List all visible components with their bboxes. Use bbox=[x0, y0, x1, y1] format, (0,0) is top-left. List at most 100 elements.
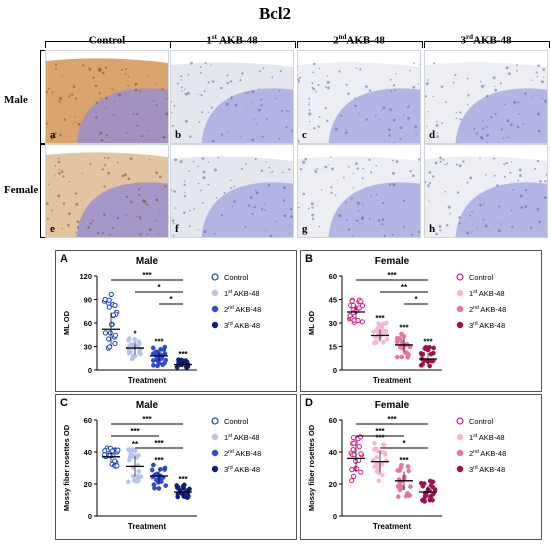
group-significance: *** bbox=[399, 456, 409, 465]
y-tick-label: 20 bbox=[329, 480, 337, 489]
group-significance: *** bbox=[375, 433, 385, 442]
y-tick-label: 0 bbox=[333, 366, 337, 375]
legend-label: 1st AKB-48 bbox=[224, 289, 260, 298]
data-point bbox=[394, 339, 400, 344]
data-point bbox=[351, 317, 357, 323]
significance-label: *** bbox=[142, 415, 152, 424]
y-axis-label: Mossy fiber rosettes OD bbox=[62, 424, 71, 511]
data-point bbox=[106, 297, 112, 303]
legend-marker bbox=[456, 289, 464, 297]
legend-marker bbox=[456, 417, 464, 425]
data-point bbox=[418, 480, 424, 486]
legend-marker bbox=[456, 321, 464, 329]
legend-label: Control bbox=[469, 417, 494, 426]
data-point bbox=[399, 484, 405, 490]
micrograph-g: g bbox=[297, 144, 421, 238]
y-tick-label: 60 bbox=[329, 416, 337, 425]
y-tick-label: 120 bbox=[79, 272, 92, 281]
data-point bbox=[161, 347, 167, 352]
y-tick-label: 0 bbox=[88, 512, 92, 521]
data-point bbox=[149, 467, 155, 473]
x-axis-label: Treatment bbox=[373, 522, 412, 531]
data-point bbox=[397, 468, 403, 473]
y-axis-label: ML OD bbox=[307, 310, 316, 335]
row-label-female: Female bbox=[4, 184, 39, 196]
legend-marker bbox=[211, 289, 219, 297]
data-point bbox=[130, 447, 136, 452]
data-point bbox=[130, 453, 135, 459]
data-point bbox=[380, 339, 386, 345]
data-point bbox=[419, 352, 425, 357]
data-point bbox=[422, 499, 427, 504]
data-point bbox=[154, 349, 160, 355]
data-point bbox=[427, 363, 433, 369]
data-point bbox=[186, 493, 191, 499]
data-point bbox=[350, 302, 356, 309]
micrograph-e: e bbox=[45, 144, 169, 238]
micrograph-letter: d bbox=[429, 129, 436, 141]
data-point bbox=[350, 310, 356, 316]
legend-label: 2nd AKB-48 bbox=[224, 305, 261, 314]
data-point bbox=[427, 478, 433, 484]
data-point bbox=[137, 348, 143, 353]
data-point bbox=[383, 328, 389, 334]
y-tick-label: 0 bbox=[88, 366, 92, 375]
data-point bbox=[151, 462, 156, 468]
micrograph-a: a bbox=[45, 50, 169, 144]
data-point bbox=[351, 440, 357, 446]
data-point bbox=[359, 303, 366, 309]
data-point bbox=[405, 491, 410, 496]
data-point bbox=[151, 362, 156, 368]
data-point bbox=[163, 483, 169, 488]
data-point bbox=[382, 452, 388, 457]
data-point bbox=[114, 463, 120, 469]
micrograph-letter: f bbox=[175, 223, 179, 235]
data-point bbox=[358, 434, 364, 440]
legend-marker bbox=[456, 305, 464, 313]
legend-label: Control bbox=[469, 273, 494, 282]
group-significance: *** bbox=[375, 314, 385, 323]
legend-label: 3rd AKB-48 bbox=[224, 465, 260, 474]
data-point bbox=[115, 447, 121, 453]
y-tick-label: 20 bbox=[84, 480, 92, 489]
data-point bbox=[174, 483, 180, 488]
legend-marker bbox=[211, 449, 219, 457]
data-point bbox=[349, 467, 355, 473]
significance-label: *** bbox=[387, 415, 397, 424]
data-point bbox=[372, 446, 377, 452]
y-axis-label: ML OD bbox=[62, 310, 71, 335]
data-point bbox=[108, 291, 114, 297]
data-point bbox=[375, 326, 381, 331]
legend-label: 3rd AKB-48 bbox=[469, 465, 505, 474]
significance-label: * bbox=[402, 439, 406, 448]
data-point bbox=[356, 305, 362, 311]
data-point bbox=[358, 469, 364, 475]
legend-label: 1st AKB-48 bbox=[469, 433, 505, 442]
significance-label: ** bbox=[401, 283, 408, 292]
micrograph-c: c bbox=[297, 50, 421, 144]
data-point bbox=[109, 321, 115, 328]
group-significance: *** bbox=[399, 323, 409, 332]
data-point bbox=[102, 296, 108, 303]
data-point bbox=[375, 462, 381, 467]
data-point bbox=[112, 332, 119, 338]
legend-marker bbox=[456, 433, 464, 441]
micrograph-letter: e bbox=[50, 223, 55, 235]
data-point bbox=[404, 341, 410, 347]
y-tick-label: 45 bbox=[329, 296, 337, 305]
y-tick-label: 30 bbox=[329, 319, 337, 328]
data-point bbox=[127, 457, 132, 463]
data-point bbox=[349, 478, 355, 484]
micrograph-letter: h bbox=[429, 223, 436, 235]
data-point bbox=[132, 336, 138, 342]
x-axis-label: Treatment bbox=[128, 522, 167, 531]
y-tick-label: 90 bbox=[84, 296, 92, 305]
column-header-1: Control bbox=[88, 34, 126, 47]
significance-label: *** bbox=[142, 271, 152, 280]
data-point bbox=[428, 351, 434, 357]
legend-marker bbox=[211, 433, 219, 441]
panel-title: Male bbox=[136, 256, 159, 267]
y-tick-label: 40 bbox=[329, 448, 337, 457]
data-point bbox=[351, 473, 357, 479]
group-significance: *** bbox=[154, 338, 164, 347]
